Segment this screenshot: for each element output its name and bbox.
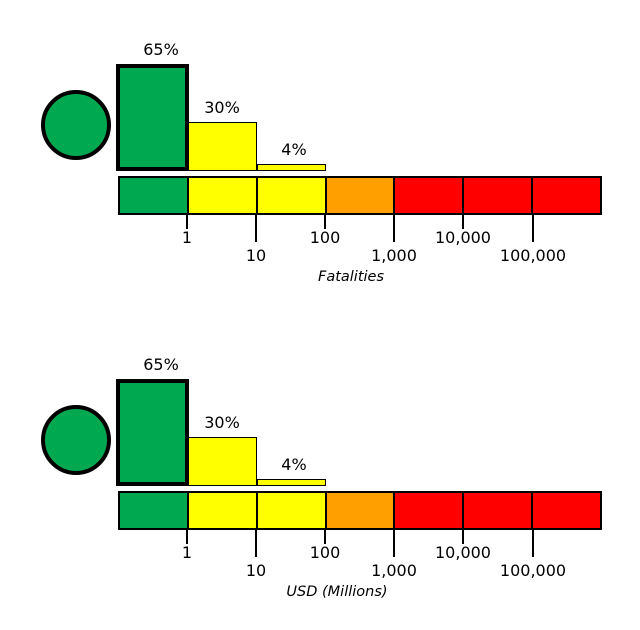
axis-tick bbox=[324, 215, 326, 229]
scale-segment bbox=[462, 178, 532, 213]
bar-value-label: 4% bbox=[281, 455, 307, 474]
panel-fatalities: 65% 30% 4% 1 10 100 1,000 10,000 100,000… bbox=[41, 40, 602, 285]
scale-segment bbox=[393, 493, 463, 528]
bar-value-label: 30% bbox=[204, 413, 240, 432]
axis-tick bbox=[324, 530, 326, 544]
scale-segment bbox=[531, 493, 601, 528]
axis-tick-label: 100,000 bbox=[499, 246, 567, 265]
histogram-bar bbox=[188, 121, 257, 171]
color-scale-bar bbox=[118, 491, 602, 530]
scale-segment bbox=[531, 178, 601, 213]
x-axis-title: Fatalities bbox=[317, 269, 385, 285]
axis-tick bbox=[255, 530, 257, 557]
scale-segment bbox=[120, 493, 187, 528]
scale-segment bbox=[120, 178, 187, 213]
bar-value-label: 65% bbox=[143, 40, 179, 59]
axis-tick-label: 1 bbox=[181, 228, 193, 247]
scale-segment bbox=[186, 493, 256, 528]
histogram-bar bbox=[188, 436, 257, 486]
scale-segment bbox=[462, 493, 532, 528]
scale-segment bbox=[324, 493, 394, 528]
axis-tick bbox=[532, 530, 534, 557]
axis-tick bbox=[186, 530, 188, 544]
bar-value-label: 65% bbox=[143, 355, 179, 374]
axis-tick-label: 1,000 bbox=[371, 246, 417, 265]
axis-tick bbox=[393, 530, 395, 557]
axis-tick-label: 1 bbox=[181, 543, 193, 562]
green-circle-marker bbox=[41, 90, 111, 160]
histogram-bar bbox=[257, 479, 326, 486]
bar-value-label: 4% bbox=[281, 140, 307, 159]
axis-tick bbox=[532, 215, 534, 242]
axis-tick-label: 100,000 bbox=[499, 561, 567, 580]
histogram-bar-highlighted bbox=[116, 64, 189, 171]
axis-tick bbox=[255, 215, 257, 242]
bar-value-label: 30% bbox=[204, 98, 240, 117]
scale-segment bbox=[255, 493, 325, 528]
axis-tick bbox=[186, 215, 188, 229]
axis-tick-label: 10 bbox=[245, 246, 267, 265]
scale-segment bbox=[255, 178, 325, 213]
axis-tick bbox=[462, 530, 464, 544]
axis-tick-label: 10,000 bbox=[435, 543, 491, 562]
green-circle-marker bbox=[41, 405, 111, 475]
histogram-bar bbox=[257, 164, 326, 171]
panel-usd-millions: 65% 30% 4% 1 10 100 1,000 10,000 100,000… bbox=[0, 315, 640, 630]
color-scale-bar bbox=[118, 176, 602, 215]
axis-tick-label: 1,000 bbox=[371, 561, 417, 580]
scale-segment bbox=[324, 178, 394, 213]
axis-tick bbox=[462, 215, 464, 229]
axis-tick-label: 100 bbox=[309, 228, 341, 247]
axis-tick-label: 10,000 bbox=[435, 228, 491, 247]
scale-segment bbox=[186, 178, 256, 213]
axis-tick-label: 100 bbox=[309, 543, 341, 562]
scale-segment bbox=[393, 178, 463, 213]
histogram-bar-highlighted bbox=[116, 379, 189, 486]
x-axis-title: USD (Millions) bbox=[286, 584, 388, 600]
axis-tick-label: 10 bbox=[245, 561, 267, 580]
axis-tick bbox=[393, 215, 395, 242]
